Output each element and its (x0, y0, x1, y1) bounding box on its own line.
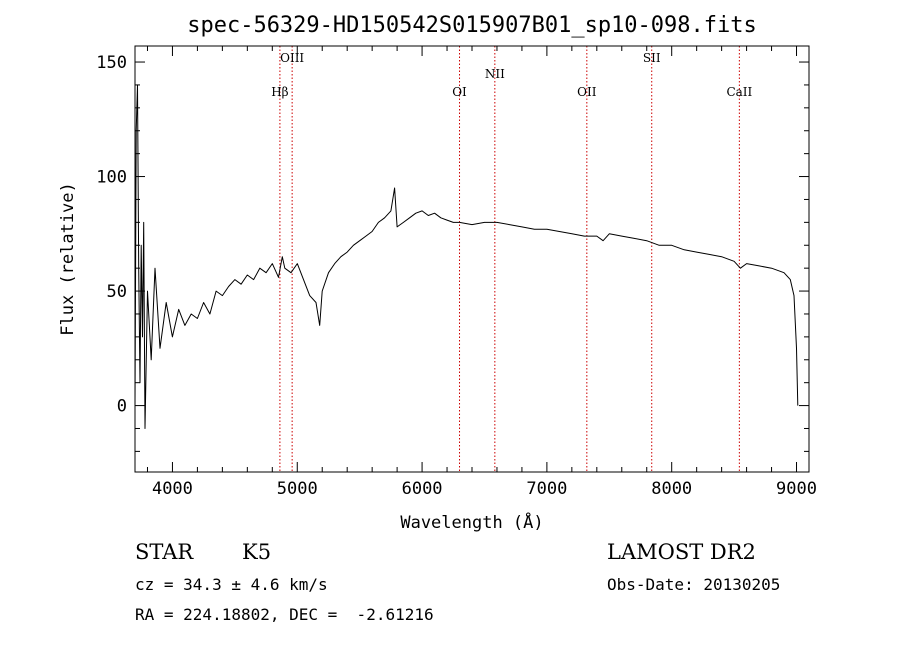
line-marker-label: NII (485, 67, 505, 81)
catalog-name: LAMOST DR2 (607, 540, 756, 564)
spectrum-series-line (134, 84, 799, 429)
x-tick-label: 8000 (651, 479, 692, 499)
x-tick-label: 6000 (402, 479, 443, 499)
line-marker-label: OIII (280, 51, 304, 65)
x-tick-label: 4000 (152, 479, 193, 499)
x-tick-label: 9000 (776, 479, 817, 499)
redshift-cz: cz = 34.3 ± 4.6 km/s (135, 575, 328, 594)
line-marker-label: CaII (726, 85, 752, 99)
x-axis-label: Wavelength (Å) (400, 511, 543, 533)
plot-frame (134, 45, 810, 473)
line-marker-label: SII (643, 51, 661, 65)
x-tick-label: 7000 (526, 479, 567, 499)
y-tick-label: 50 (107, 282, 127, 302)
y-tick-label: 150 (96, 53, 127, 73)
y-axis-label: Flux (relative) (58, 182, 78, 336)
line-marker-label: OI (452, 85, 467, 99)
y-tick-label: 100 (96, 168, 127, 188)
chart-title: spec-56329-HD150542S015907B01_sp10-098.f… (187, 13, 757, 38)
coordinates: RA = 224.18802, DEC = -2.61216 (135, 605, 434, 624)
line-marker-label: OII (577, 85, 597, 99)
line-marker-label: Hβ (271, 85, 288, 99)
observation-date: Obs-Date: 20130205 (607, 575, 781, 594)
y-tick-label: 0 (117, 397, 127, 417)
object-subclass: K5 (242, 540, 272, 564)
object-class: STAR (135, 540, 194, 564)
x-tick-label: 5000 (277, 479, 318, 499)
